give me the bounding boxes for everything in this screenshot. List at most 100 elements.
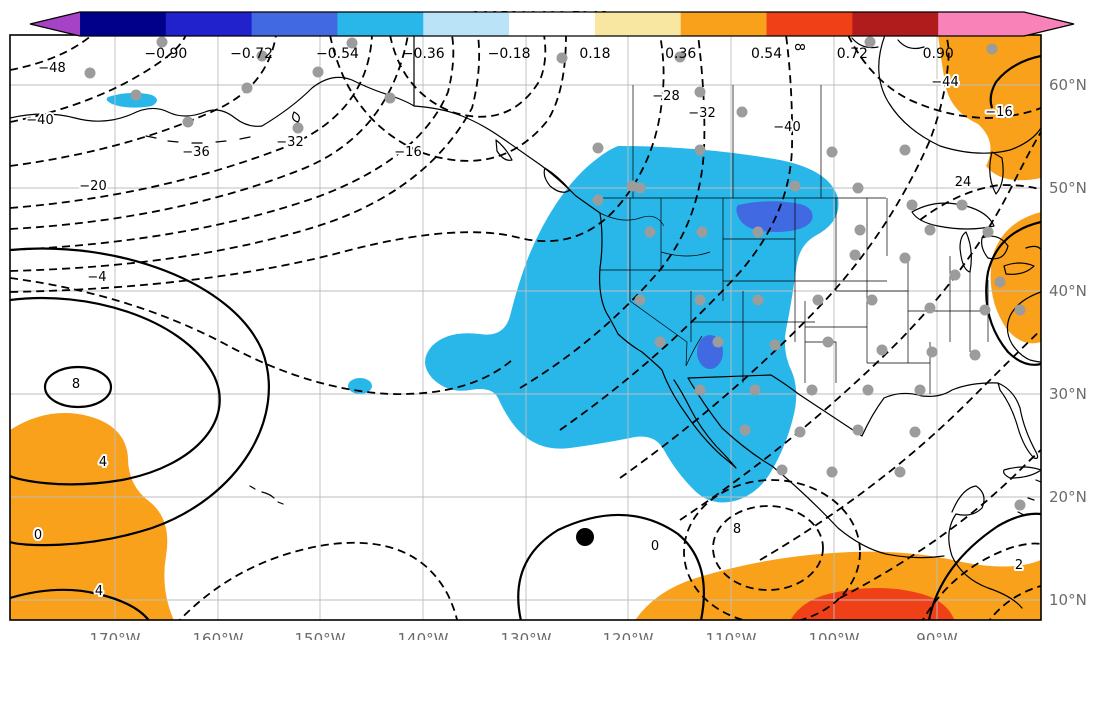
station-dot [84,67,96,79]
contour-label: −28 [652,89,679,104]
negative-anomaly-cyan-spot [348,378,372,394]
contour-label: −16 [394,145,421,160]
station-dot [982,226,994,238]
station-dot [674,51,686,63]
station-dot [749,384,761,396]
station-dot [794,426,806,438]
station-dot [806,384,818,396]
contour-label: 4 [99,455,107,470]
colorbar-tick-label: −0.18 [488,46,531,62]
positive-anomaly-orange-southwest [10,413,174,620]
station-dot [852,424,864,436]
lon-tick-label: 170°W [90,630,141,640]
colorbar-tick-label: −0.54 [316,46,359,62]
station-dot [924,302,936,314]
station-dot [876,344,888,356]
contour-label: −36 [182,145,209,160]
colorbar-segment [938,12,1025,36]
station-dot [899,252,911,264]
contour-label: −20 [79,179,106,194]
station-dot [776,464,788,476]
station-dot [769,339,781,351]
station-dot [826,146,838,158]
station-dot [752,294,764,306]
contour-label: 2 [1015,558,1023,573]
station-dot [1014,304,1026,316]
longitude-axis-labels: 170°W 160°W 150°W 140°W 130°W 120°W 110°W 100°W… [90,630,958,640]
station-dot [854,224,866,236]
contour-label: −40 [773,120,800,135]
station-dot [812,294,824,306]
positive-anomaly-orange-atlantic [990,212,1041,344]
contour-label: 0 [651,539,659,554]
lon-tick-label: 140°W [398,630,449,640]
lon-tick-label: 110°W [706,630,757,640]
lat-tick-label: 30°N [1049,385,1087,403]
station-dot [694,384,706,396]
station-dot [694,144,706,156]
contour-label: 24 [955,175,972,190]
contour-label: −32 [688,106,715,121]
negative-anomaly-cyan-region [425,146,839,503]
station-dot [694,294,706,306]
colorbar-right-arrow [1024,12,1074,36]
lat-tick-label: 20°N [1049,488,1087,506]
colorbar-outline [29,11,1075,37]
shaded-regions [10,35,1041,620]
station-dot [752,226,764,238]
station-dot [556,52,568,64]
station-dot [1014,499,1026,511]
station-dot [949,269,961,281]
positive-anomaly-orange-northeast [938,35,1041,181]
colorbar-tick-labels: −0.90 −0.72 −0.54 −0.36 −0.18 0.18 0.36 0.54 0.7… [144,46,953,62]
station-dot [986,43,998,55]
dashed-negative-contours [10,35,1041,620]
station-dot [906,199,918,211]
strong-negative-blue-core-north [736,201,813,232]
dashed-contour-lines [10,35,1041,620]
lon-tick-label: 120°W [603,630,654,640]
station-dot [312,66,324,78]
station-dot [256,50,268,62]
dashed-closed-contour-inner [712,505,824,591]
station-dot [924,224,936,236]
colorbar: −0.90 −0.72 −0.54 −0.36 −0.18 0.18 0.36 0.54 0.7… [29,11,1075,62]
contour-label: 0 [34,528,42,543]
contour-label: −16 [985,105,1012,120]
colorbar-segment [80,12,167,36]
station-dot [739,424,751,436]
contour-label: −44 [931,75,958,90]
station-dot [592,142,604,154]
contour-label: −40 [26,113,53,128]
station-dot [736,106,748,118]
lon-tick-label: 150°W [295,630,346,640]
colorbar-tick-label: 0.90 [923,46,954,62]
cyclone-marker [576,528,594,546]
station-dot [822,336,834,348]
station-dot [156,36,168,48]
lat-tick-label: 10°N [1049,591,1087,609]
colorbar-tick-label: −0.36 [402,46,445,62]
solid-closed-high-contour [43,365,113,409]
colorbar-segment [594,12,682,36]
lon-tick-label: 100°W [809,630,860,640]
station-dot [852,182,864,194]
colorbar-tick-label: −0.72 [230,46,273,62]
colorbar-tick-label: −0.90 [144,46,187,62]
station-dot [384,92,396,104]
station-dot [826,466,838,478]
negative-anomaly-cyan-alaska [106,92,157,108]
station-dot [969,349,981,361]
station-dot [130,89,142,101]
station-dot [899,144,911,156]
colorbar-tick-label: 0.72 [837,46,868,62]
station-dot [789,180,801,192]
station-dot [696,226,708,238]
station-dot [956,199,968,211]
strong-positive-red-core [790,588,955,620]
colorbar-tick-label: 0.18 [579,46,610,62]
station-dot [241,82,253,94]
contour-label: −32 [276,135,303,150]
map-canvas: 2025100400 F048 [9,8,1087,640]
